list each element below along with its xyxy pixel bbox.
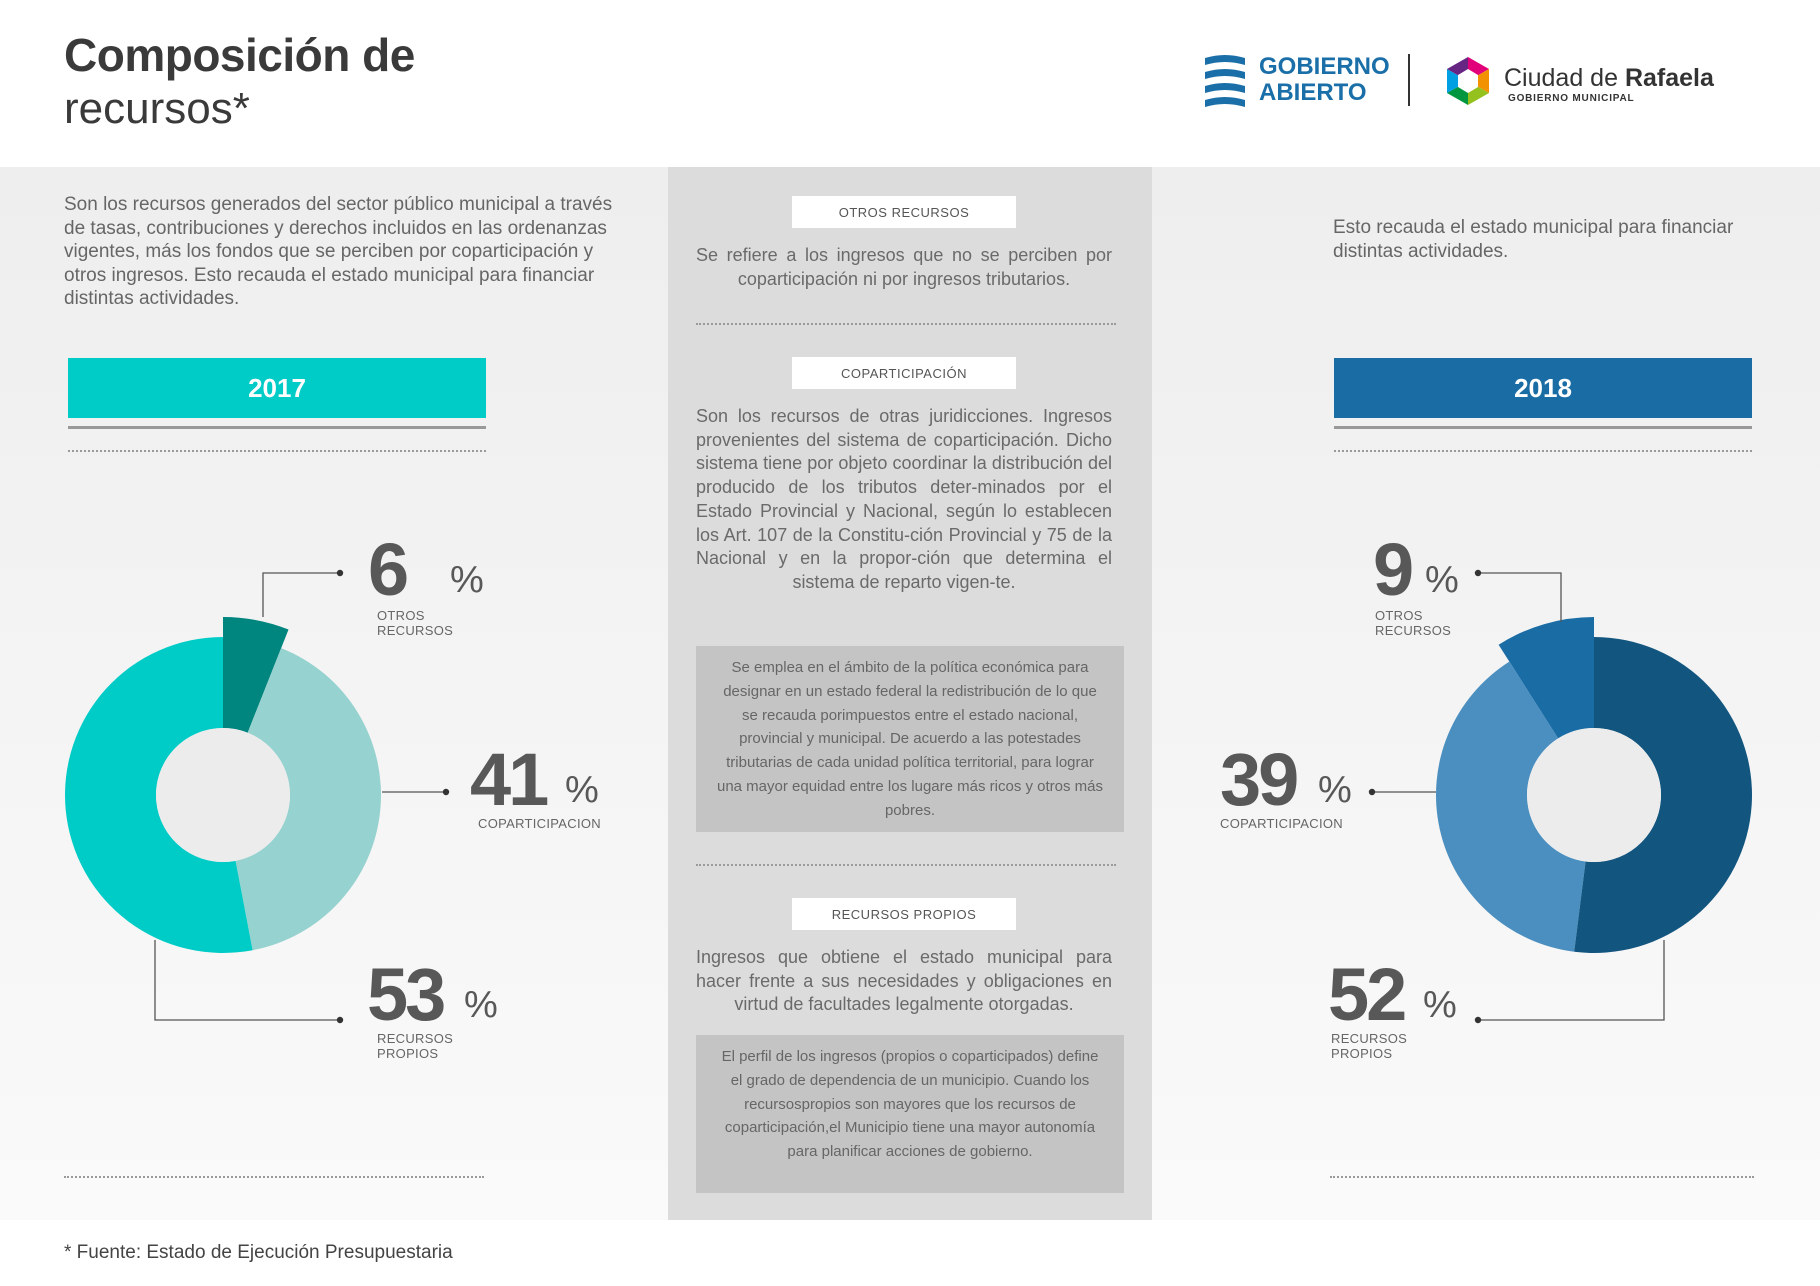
year-bar-2018: 2018: [1334, 358, 1752, 418]
divider-dots: [696, 323, 1116, 325]
hexagon-icon: [1447, 57, 1489, 105]
gobierno-abierto-logo: GOBIERNO ABIERTO: [1203, 52, 1393, 108]
page-title: Composición de: [64, 29, 415, 81]
leader-copa-2018: [1368, 788, 1436, 796]
value-label-propios-2017: 53: [367, 953, 446, 1036]
right-intro-text: Esto recauda el estado municipal para fi…: [1333, 217, 1734, 262]
category-label-copa-2018: COPARTICIPACION: [1220, 816, 1343, 831]
coparticipacion-heading: COPARTICIPACIÓN: [792, 357, 1016, 389]
category-label-otros-2018: OTROS RECURSOS: [1375, 608, 1452, 638]
unit-label-copa-2017: %: [565, 769, 599, 811]
category-label-propios-2017: RECURSOS PROPIOS: [377, 1031, 454, 1061]
leader-otros-2018: [1474, 569, 1562, 622]
logo-abierto-text: ABIERTO: [1259, 79, 1367, 106]
leader-propios-2017: [154, 940, 344, 1024]
donut-hole-2017: [156, 728, 290, 862]
page-subtitle: recursos*: [64, 84, 250, 133]
source-footnote: * Fuente: Estado de Ejecución Presupuest…: [64, 1242, 453, 1263]
category-label-propios-2018: RECURSOS PROPIOS: [1331, 1031, 1408, 1061]
value-label-copa-2017: 41: [470, 738, 549, 821]
donut-slice-otros-2018: [1498, 617, 1594, 739]
year-underline-2017: [68, 426, 486, 429]
divider-dots: [696, 864, 1116, 866]
stripes-icon: [1205, 55, 1245, 107]
otros-recursos-heading: OTROS RECURSOS: [792, 196, 1016, 228]
logo-divider: [1408, 54, 1410, 106]
divider-dots: [1330, 1176, 1754, 1178]
donut-2018: [1436, 617, 1752, 953]
divider-dots: [68, 450, 486, 452]
category-label-otros-2017: OTROS RECURSOS: [377, 608, 454, 638]
value-label-otros-2017: 6: [368, 528, 409, 611]
leader-propios-2018: [1474, 940, 1665, 1024]
recursos-propios-text: Ingresos que obtiene el estado municipal…: [696, 947, 1112, 1015]
donut-slice-propios-2018: [1574, 637, 1752, 953]
unit-label-propios-2018: %: [1423, 984, 1457, 1026]
ciudad-rafaela-logo: Ciudad de Rafaela GOBIERNO MUNICIPAL: [1442, 55, 1714, 107]
coparticipacion-note-box: Se emplea en el ámbito de la política ec…: [696, 646, 1124, 832]
value-label-otros-2018: 9: [1373, 528, 1414, 611]
divider-dots: [1334, 450, 1752, 452]
unit-label-propios-2017: %: [464, 984, 498, 1026]
logo-ciudad-prefix: Ciudad de: [1504, 64, 1625, 92]
recursos-propios-note-box: El perfil de los ingresos (propios o cop…: [696, 1035, 1124, 1193]
leader-otros-2017: [262, 569, 344, 617]
left-intro-text: Son los recursos generados del sector pú…: [64, 194, 613, 309]
donut-2017: [65, 617, 382, 953]
donut-slice-otros-2017: [223, 617, 289, 733]
unit-label-otros-2017: %: [450, 559, 484, 601]
divider-dots: [64, 1176, 484, 1178]
logo-gobierno-text: GOBIERNO: [1259, 53, 1390, 80]
category-label-copa-2017: COPARTICIPACION: [478, 816, 601, 831]
donut-hole-2018: [1527, 728, 1661, 862]
year-underline-2018: [1334, 426, 1752, 429]
leader-copa-2017: [382, 788, 450, 796]
logo-ciudad-name: Rafaela: [1624, 64, 1714, 92]
donut-slice-copa-2017: [235, 648, 382, 951]
coparticipacion-text: Son los recursos de otras juridicciones.…: [696, 406, 1112, 592]
recursos-propios-heading: RECURSOS PROPIOS: [792, 898, 1016, 930]
unit-label-otros-2018: %: [1425, 559, 1459, 601]
donut-slice-propios-2017: [65, 637, 253, 953]
value-label-propios-2018: 52: [1328, 953, 1407, 1036]
unit-label-copa-2018: %: [1318, 769, 1352, 811]
donut-slice-copa-2018: [1436, 661, 1586, 952]
logo-ciudad-sub: GOBIERNO MUNICIPAL: [1508, 93, 1635, 104]
year-bar-2017: 2017: [68, 358, 486, 418]
value-label-copa-2018: 39: [1220, 738, 1299, 821]
otros-recursos-text: Se refiere a los ingresos que no se perc…: [696, 245, 1112, 289]
